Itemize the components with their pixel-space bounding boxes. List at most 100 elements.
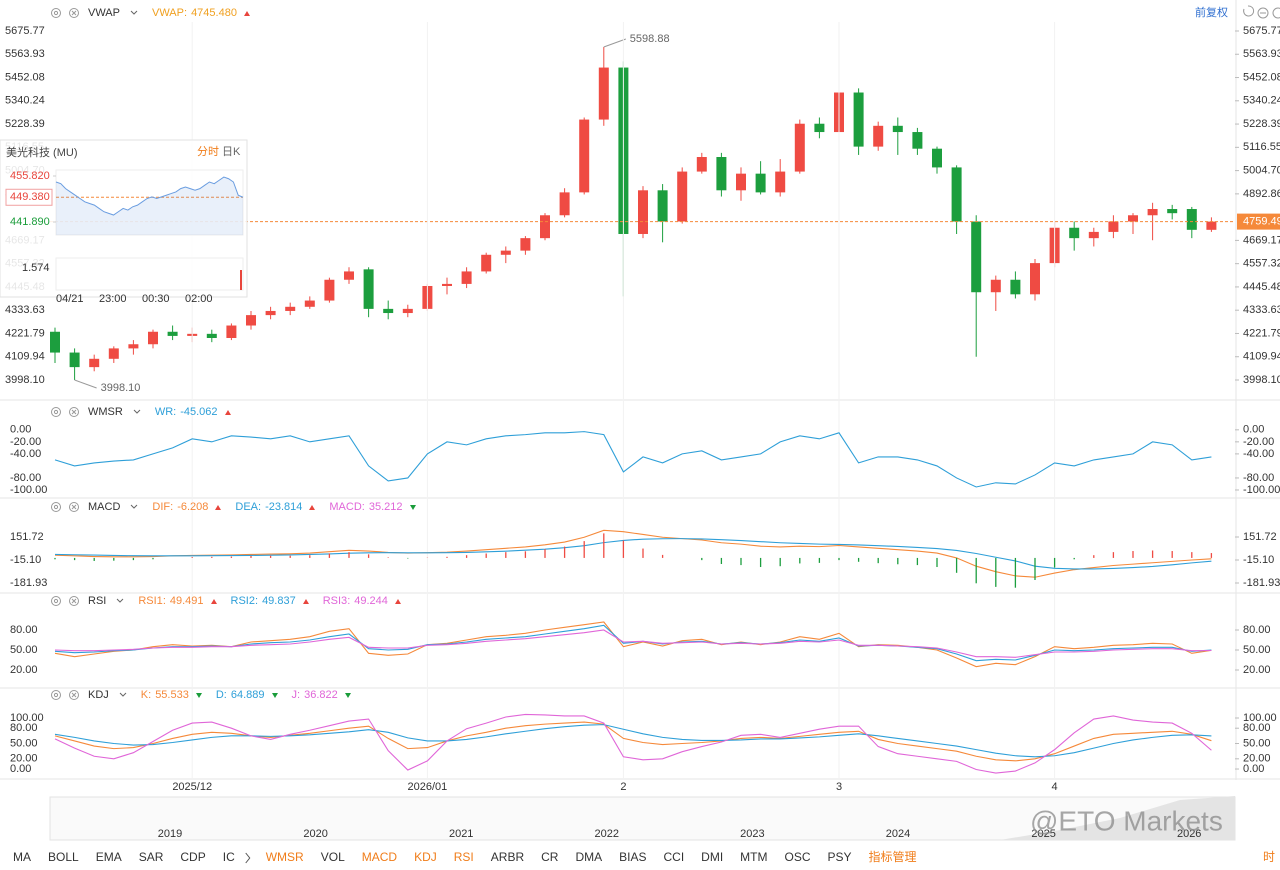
close-icon[interactable] [69, 407, 79, 417]
y-tick-label: 5116.55 [1243, 141, 1280, 153]
indicator-tab[interactable]: RSI [454, 850, 474, 864]
x-tick-label: 4 [1052, 781, 1058, 793]
y-tick-label: 20.00 [1243, 664, 1271, 676]
y-tick-label: 3998.10 [5, 374, 45, 386]
y-tick-label: 4445.48 [1243, 281, 1280, 293]
legend-name: DEA [235, 501, 261, 513]
close-icon[interactable] [69, 596, 79, 606]
close-icon-cross [71, 10, 77, 16]
indicator-tab[interactable]: 指标管理 [869, 849, 917, 864]
trend-arrow [309, 504, 316, 510]
x-tick-label: 2 [620, 781, 626, 793]
dropdown-icon[interactable] [133, 408, 141, 416]
indicator-tab[interactable]: DMA [575, 850, 602, 864]
close-icon-cross [71, 692, 77, 698]
x-tick-label: 3 [836, 781, 842, 793]
zoom-out-icon[interactable] [1257, 7, 1269, 19]
candle-body [951, 167, 962, 222]
y-tick-label: 5340.24 [1243, 95, 1280, 107]
y-tick-label: 20.00 [10, 753, 38, 765]
legend-value: 4745.480 [191, 7, 237, 19]
indicator-tab[interactable]: OSC [785, 850, 811, 864]
indicator-header: VWAP VWAP 4745.480 [50, 5, 250, 21]
indicator-tab[interactable]: BIAS [619, 850, 646, 864]
zoom-in-icon[interactable] [1272, 7, 1280, 19]
inset-y-label: 441.890 [10, 216, 50, 228]
candle-body [285, 306, 296, 311]
candle-body [814, 123, 825, 133]
dropdown-icon[interactable] [116, 597, 124, 605]
dropdown-icon[interactable] [130, 9, 138, 17]
indicator-tab[interactable]: EMA [96, 850, 122, 864]
tab-edge: 时 [1263, 850, 1275, 864]
candle-body [69, 352, 80, 368]
indicator-tab[interactable]: CR [541, 850, 559, 864]
indicator-tab[interactable]: SAR [139, 850, 164, 864]
settings-icon[interactable] [51, 596, 61, 606]
indicator-line [54, 431, 1212, 488]
settings-icon[interactable] [51, 407, 61, 417]
indicator-tab[interactable]: CCI [664, 850, 685, 864]
trend-arrow [243, 10, 250, 16]
y-tick-label: -40.00 [1243, 448, 1274, 460]
indicator-tab[interactable]: ARBR [491, 850, 525, 864]
dropdown-icon[interactable] [119, 691, 127, 699]
candle-body [481, 254, 492, 272]
indicator-tab[interactable]: KDJ [414, 850, 437, 864]
candle-body [598, 67, 609, 120]
legend-value: 36.822 [304, 689, 338, 701]
indicator-name: MACD [88, 501, 121, 513]
settings-icon[interactable] [51, 502, 61, 512]
candle-body [226, 325, 237, 338]
legend-value: -23.814 [265, 501, 303, 513]
candle-body [559, 192, 570, 216]
legend-name: WR [155, 406, 176, 418]
y-tick-label: -181.93 [1243, 577, 1280, 589]
settings-icon[interactable] [51, 8, 61, 18]
y-tick-label: 50.00 [1243, 644, 1271, 656]
candle-body [932, 148, 942, 168]
indicator-tab[interactable]: WMSR [266, 850, 304, 864]
legend-name: VWAP [152, 7, 187, 19]
dropdown-icon[interactable] [130, 503, 138, 511]
navigator-year: 2023 [740, 828, 764, 840]
candle-body [755, 173, 766, 193]
settings-icon-core [53, 598, 59, 604]
indicator-line [54, 724, 1212, 758]
y-tick-label: -100.00 [10, 484, 47, 496]
close-icon[interactable] [69, 690, 79, 700]
indicator-tab[interactable]: MACD [362, 850, 398, 864]
y-tick-label: 80.00 [1243, 624, 1271, 636]
navigator-year: 2022 [595, 828, 619, 840]
legend-name: RSI1 [138, 595, 166, 607]
close-icon[interactable] [69, 502, 79, 512]
undo-icon[interactable] [1243, 5, 1255, 17]
y-tick-label: 4557.32 [1243, 258, 1280, 270]
indicator-tab[interactable]: VOL [321, 850, 345, 864]
settings-icon[interactable] [51, 690, 61, 700]
inset-tab[interactable]: 日K [222, 146, 241, 158]
y-tick-label: 4892.86 [1243, 188, 1280, 200]
indicator-tab[interactable]: MTM [740, 850, 767, 864]
top-right-icons [1243, 5, 1280, 19]
legend-name: K [141, 689, 151, 701]
adjust-mode[interactable]: 前复权 [1195, 5, 1228, 19]
candle-body [344, 271, 354, 280]
y-tick-label: 100.00 [1243, 712, 1277, 724]
indicator-tab[interactable]: MA [13, 850, 31, 864]
y-tick-label: 5563.93 [5, 48, 45, 60]
indicator-tab[interactable]: BOLL [48, 850, 79, 864]
legend-name: MACD [329, 501, 364, 513]
close-icon[interactable] [69, 8, 79, 18]
indicator-tab[interactable]: DMI [701, 850, 723, 864]
candle-body [638, 190, 648, 234]
inset-plot [55, 169, 244, 236]
tabs-more[interactable] [245, 852, 251, 864]
indicator-tab[interactable]: PSY [828, 850, 852, 864]
trend-arrow [409, 504, 416, 510]
inset-tab[interactable]: 分时 [197, 145, 219, 158]
indicator-line [54, 624, 1212, 662]
indicator-tab[interactable]: CDP [180, 850, 205, 864]
indicator-tab[interactable]: IC [223, 850, 235, 864]
